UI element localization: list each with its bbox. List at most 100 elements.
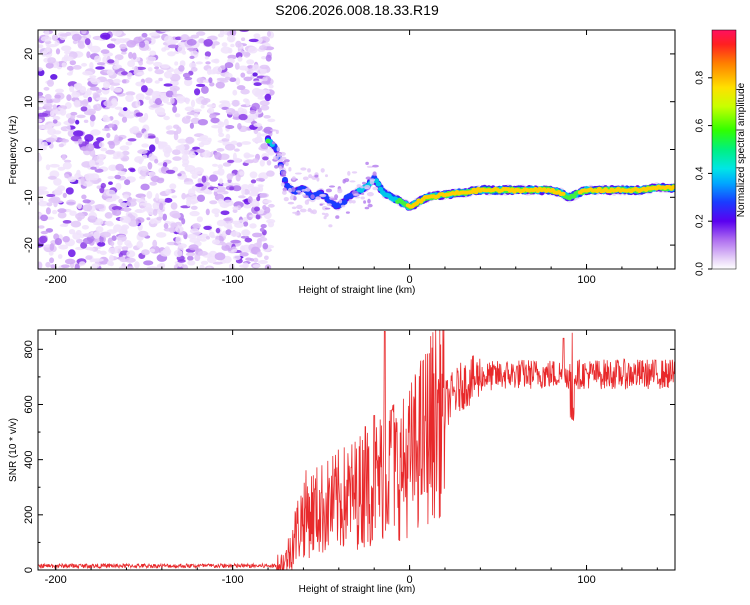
track-halo xyxy=(372,164,379,168)
noise-speckle xyxy=(132,52,137,60)
noise-speckle xyxy=(253,82,262,86)
noise-speckle xyxy=(105,198,114,203)
noise-speckle xyxy=(217,182,224,187)
noise-speckle xyxy=(52,115,61,121)
noise-speckle xyxy=(114,134,119,143)
noise-speckle xyxy=(215,81,225,89)
noise-speckle xyxy=(64,258,76,265)
noise-speckle xyxy=(247,65,253,69)
noise-speckle xyxy=(197,119,208,126)
noise-speckle xyxy=(193,167,204,175)
noise-speckle xyxy=(260,80,271,85)
figure-title: S206.2026.008.18.33.R19 xyxy=(275,2,439,18)
snr-axes: -200 -100 0 100 0 200 400 600 800 xyxy=(23,330,675,586)
noise-speckle xyxy=(63,56,74,62)
noise-speckle xyxy=(83,110,95,116)
noise-speckle xyxy=(148,171,156,176)
track-halo xyxy=(345,211,350,214)
noise-speckle xyxy=(140,165,148,171)
track-halo xyxy=(360,192,365,195)
noise-speckle xyxy=(268,203,275,208)
noise-speckle xyxy=(221,242,227,247)
noise-speckle xyxy=(149,50,157,56)
noise-speckle xyxy=(186,199,192,207)
noise-speckle xyxy=(209,174,218,182)
noise-speckle xyxy=(256,251,263,258)
noise-speckle xyxy=(189,169,196,175)
noise-speckle xyxy=(256,132,262,139)
snr-panel: -200 -100 0 100 0 200 400 600 800 Height of stra… xyxy=(8,329,676,595)
noise-speckle xyxy=(182,72,191,78)
track-halo xyxy=(287,202,294,205)
noise-speckle xyxy=(47,57,56,64)
noise-speckle xyxy=(177,243,187,249)
noise-speckle xyxy=(249,171,258,179)
noise-speckle xyxy=(149,181,157,186)
noise-speckle xyxy=(82,70,93,76)
noise-speckle xyxy=(108,247,119,254)
track-halo xyxy=(323,216,327,220)
noise-speckle xyxy=(172,81,179,86)
track-cell xyxy=(560,191,566,196)
track-halo xyxy=(338,199,343,204)
track-halo xyxy=(360,196,365,200)
noise-speckle xyxy=(86,51,91,59)
noise-speckle xyxy=(134,198,145,202)
track-cell xyxy=(375,181,382,187)
noise-speckle xyxy=(206,104,217,108)
noise-speckle xyxy=(201,139,211,146)
noise-speckle xyxy=(227,222,232,229)
noise-speckle xyxy=(259,100,270,106)
colorbar-gradient xyxy=(711,29,737,270)
noise-speckle xyxy=(241,141,252,145)
noise-speckle xyxy=(163,115,170,121)
noise-speckle xyxy=(76,114,86,119)
colorbar-tick-label: 0.6 xyxy=(695,118,706,132)
noise-speckle xyxy=(115,163,124,171)
noise-speckle xyxy=(242,230,249,237)
track-halo xyxy=(280,182,285,187)
noise-speckle xyxy=(230,231,240,237)
noise-speckle xyxy=(127,60,135,68)
track-halo xyxy=(325,188,332,193)
snr-x-tick-label: -100 xyxy=(222,574,244,586)
noise-speckle xyxy=(163,71,173,79)
noise-speckle xyxy=(135,93,145,101)
noise-speckle xyxy=(134,156,144,163)
noise-speckle xyxy=(52,209,58,215)
noise-speckle xyxy=(71,33,82,42)
track-halo xyxy=(354,196,361,199)
noise-speckle xyxy=(181,149,190,155)
noise-speckle xyxy=(117,239,123,246)
noise-speckle xyxy=(47,175,57,180)
noise-speckle xyxy=(45,164,51,171)
noise-speckle xyxy=(111,206,122,211)
noise-speckle xyxy=(40,214,48,222)
noise-speckle xyxy=(58,244,69,250)
noise-speckle xyxy=(106,43,116,49)
noise-speckle xyxy=(174,61,179,66)
noise-speckle xyxy=(143,112,149,121)
noise-speckle xyxy=(188,188,196,196)
track-halo xyxy=(283,197,289,202)
noise-speckle xyxy=(49,110,55,116)
noise-speckle xyxy=(74,263,80,269)
track-halo xyxy=(372,171,377,177)
noise-speckle xyxy=(84,38,91,46)
noise-speckle xyxy=(148,135,156,139)
noise-speckle xyxy=(208,231,215,238)
track-halo xyxy=(311,209,317,215)
noise-speckle xyxy=(253,257,259,263)
noise-speckle xyxy=(234,148,240,152)
snr-x-axis-label: Height of straight line (km) xyxy=(299,584,416,595)
track-halo xyxy=(302,194,306,197)
noise-speckle xyxy=(141,249,150,256)
noise-speckle xyxy=(178,65,185,72)
noise-speckle xyxy=(241,37,246,41)
spectrogram-x-tick-label: -200 xyxy=(45,274,67,286)
noise-speckle xyxy=(84,134,94,142)
noise-speckle xyxy=(185,97,190,105)
noise-speckle xyxy=(55,88,64,94)
noise-speckle xyxy=(54,39,60,46)
noise-speckle xyxy=(141,143,149,148)
